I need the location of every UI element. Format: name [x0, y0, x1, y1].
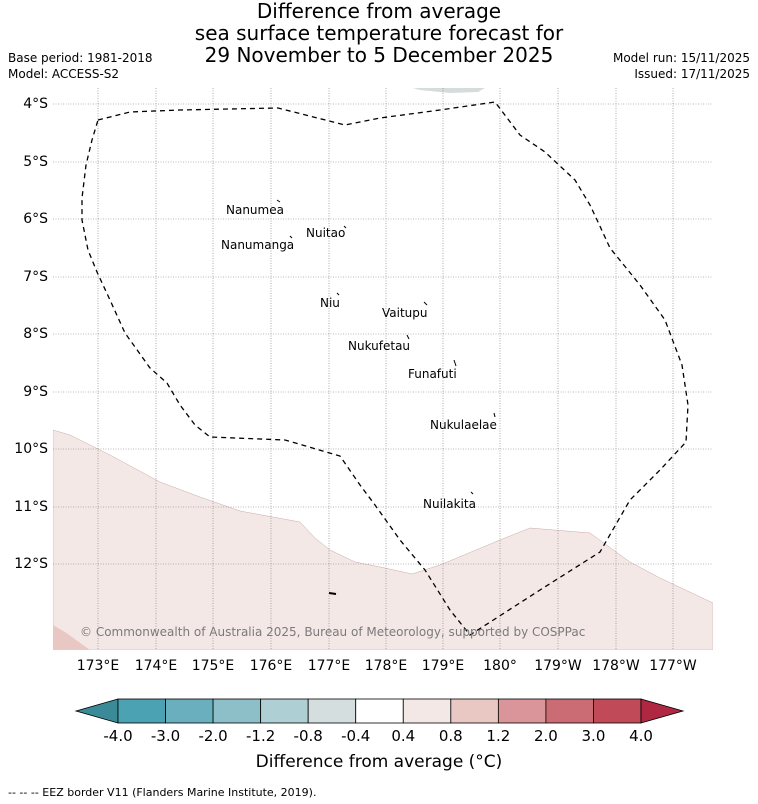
- model-run: Model run: 15/11/2025: [612, 51, 750, 65]
- island-mark-nanumanga: [289, 235, 293, 239]
- lat-label: 6°S: [23, 211, 48, 227]
- lat-label: 12°S: [14, 556, 48, 572]
- colorbar-tick-label: -0.8: [293, 727, 323, 745]
- colorbar-segment: [593, 698, 642, 724]
- lat-label: 4°S: [23, 96, 48, 112]
- lon-label: 176°E: [249, 658, 293, 674]
- island-mark-nanumea: [276, 199, 281, 203]
- colorbar-tick-label: 0.4: [391, 727, 416, 745]
- island-label: Nanumanga: [221, 238, 294, 252]
- colorbar-tick-label: -3.0: [150, 727, 181, 745]
- island-mark-nuilakita: [470, 491, 474, 495]
- lon-label: 178°W: [592, 658, 640, 674]
- model-name: Model: ACCESS-S2: [8, 67, 120, 81]
- lon-label: 177°W: [649, 658, 697, 674]
- colorbar-extend-high: [640, 698, 685, 724]
- island-label: Funafuti: [408, 367, 457, 381]
- colorbar-segment: [260, 698, 309, 724]
- lat-label: 11°S: [14, 499, 48, 515]
- footer-note: -- -- -- EEZ border V11 (Flanders Marine…: [8, 786, 317, 799]
- anomaly-region: [53, 429, 713, 650]
- lon-label: 179°E: [421, 658, 465, 674]
- island-mark-funafuti: [453, 359, 457, 367]
- island-mark-vaitupu: [423, 301, 428, 306]
- colorbar-tick-label: 3.0: [581, 727, 606, 745]
- lon-label: 175°E: [191, 658, 235, 674]
- issued-date: Issued: 17/11/2025: [634, 67, 750, 81]
- top-feature: [413, 88, 485, 93]
- gridlines: [53, 88, 713, 650]
- island-label: Nukulaelae: [430, 418, 497, 432]
- island-mark-nuitao: [343, 225, 347, 229]
- title-line-1: Difference from average: [256, 0, 502, 23]
- island-label: Nukufetau: [348, 339, 410, 353]
- base-period: Base period: 1981-2018: [8, 51, 153, 65]
- meta-right: Model run: 15/11/2025 Issued: 17/11/2025: [613, 50, 750, 82]
- colorbar-extend-low: [74, 698, 119, 724]
- anomaly-corner: [53, 625, 90, 650]
- colorbar-tick-label: 0.8: [438, 727, 463, 745]
- lon-label: 178°E: [364, 658, 408, 674]
- island-label: Nuilakita: [423, 497, 476, 511]
- colorbar-segment: [497, 698, 547, 724]
- lon-label: 179°W: [534, 658, 582, 674]
- chart-title: Difference from average sea surface temp…: [0, 0, 758, 66]
- island-mark-south: [328, 592, 337, 595]
- lon-label: 177°E: [307, 658, 351, 674]
- title-line-3: 29 November to 5 December 2025: [204, 43, 554, 67]
- island-label: Nuitao: [306, 226, 345, 240]
- colorbar-title: Difference from average (°C): [255, 752, 503, 772]
- colorbar-segment: [307, 698, 357, 724]
- title-line-2: sea surface temperature forecast for: [194, 21, 564, 45]
- colorbar-tick-label: 4.0: [629, 727, 653, 745]
- island-label: Niu: [320, 296, 340, 310]
- island-label: Nanumea: [226, 203, 284, 217]
- colorbar-tick-label: -0.4: [341, 727, 371, 745]
- eez-border: [81, 101, 689, 636]
- colorbar-segment: [545, 698, 594, 724]
- colorbar-segment: [402, 698, 452, 724]
- island-label: Vaitupu: [382, 306, 428, 320]
- lat-label: 10°S: [14, 441, 48, 457]
- colorbar-tick-label: 2.0: [533, 727, 558, 745]
- lon-label: 180°: [483, 658, 517, 674]
- colorbar-tick-label: -1.2: [245, 727, 276, 745]
- colorbar-segment: [117, 698, 166, 724]
- lon-label: 173°E: [76, 658, 120, 674]
- copyright-note: © Commonwealth of Australia 2025, Bureau…: [80, 625, 585, 639]
- colorbar-segment: [355, 698, 404, 724]
- colorbar-segment: [450, 698, 499, 724]
- island-mark-niu: [336, 292, 340, 296]
- colorbar-segment: [165, 698, 214, 724]
- meta-left: Base period: 1981-2018 Model: ACCESS-S2: [8, 50, 153, 82]
- island-mark-nukufetau: [406, 334, 410, 340]
- colorbar-tick-label: -4.0: [103, 727, 133, 745]
- colorbar: [74, 698, 685, 724]
- lat-label: 7°S: [23, 269, 48, 285]
- lon-label: 174°E: [134, 658, 178, 674]
- lat-label: 8°S: [23, 326, 48, 342]
- island-mark-nukulaelae: [493, 412, 496, 418]
- colorbar-tick-label: -2.0: [198, 727, 228, 745]
- lat-label: 5°S: [23, 154, 48, 170]
- lat-label: 9°S: [23, 384, 48, 400]
- colorbar-segment: [212, 698, 262, 724]
- colorbar-tick-label: 1.2: [486, 727, 511, 745]
